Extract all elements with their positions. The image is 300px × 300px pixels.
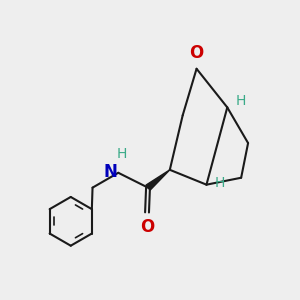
Text: H: H (117, 148, 127, 161)
Polygon shape (146, 170, 170, 190)
Text: O: O (140, 218, 155, 236)
Text: H: H (236, 94, 246, 109)
Text: H: H (215, 176, 225, 190)
Text: O: O (189, 44, 204, 62)
Text: N: N (104, 164, 118, 181)
